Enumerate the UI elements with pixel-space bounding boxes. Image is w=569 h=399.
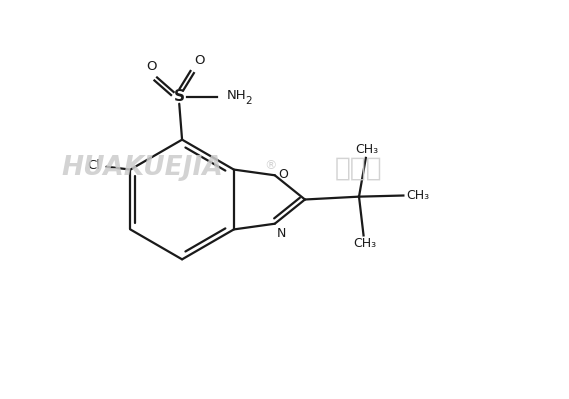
Text: 化学加: 化学加 xyxy=(335,155,382,181)
Text: CH₃: CH₃ xyxy=(353,237,376,250)
Text: O: O xyxy=(147,59,157,73)
Text: CH₃: CH₃ xyxy=(406,189,429,202)
Text: N: N xyxy=(277,227,286,241)
Text: O: O xyxy=(278,168,288,181)
Text: HUAKUEJIA: HUAKUEJIA xyxy=(61,155,223,181)
Text: CH₃: CH₃ xyxy=(356,143,378,156)
Text: O: O xyxy=(195,54,205,67)
Text: S: S xyxy=(174,89,185,105)
Text: Cl: Cl xyxy=(87,159,100,172)
Text: ®: ® xyxy=(264,159,277,172)
Text: 2: 2 xyxy=(245,96,252,106)
Text: NH: NH xyxy=(227,89,246,102)
